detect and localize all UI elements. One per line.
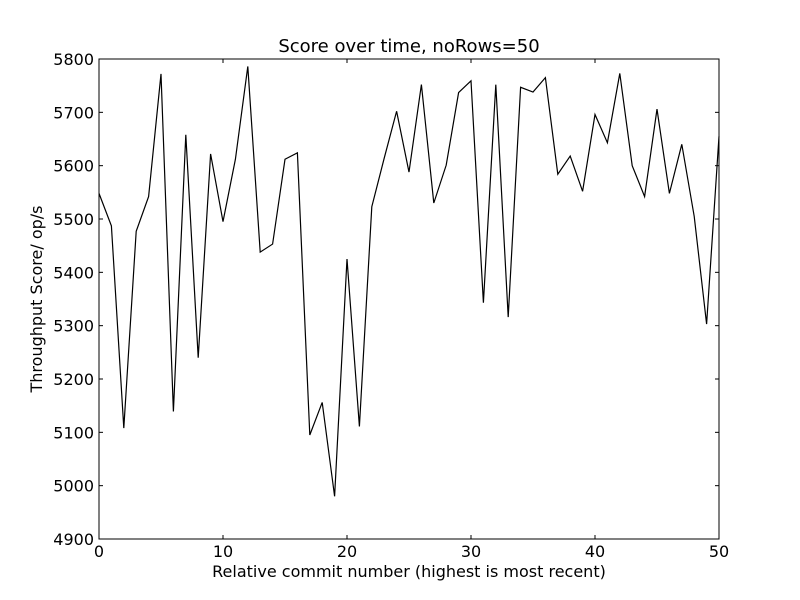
y-axis-label: Throughput Score/ op/s	[27, 206, 46, 394]
y-tick-label: 5400	[53, 263, 94, 282]
x-tick-label: 40	[585, 542, 605, 561]
y-tick-label: 5800	[53, 50, 94, 69]
x-tick-label: 20	[337, 542, 357, 561]
x-tick-label: 0	[94, 542, 104, 561]
x-tick-label: 30	[461, 542, 481, 561]
y-tick-label: 5200	[53, 370, 94, 389]
series-line	[98, 66, 720, 497]
x-axis-label: Relative commit number (highest is most …	[212, 562, 606, 581]
y-tick-label: 5600	[53, 157, 94, 176]
y-tick-label: 5500	[53, 210, 94, 229]
y-tick-label: 5300	[53, 317, 94, 336]
x-axis-ticks: 0 10 20 30 40 50	[94, 59, 729, 561]
x-tick-label: 50	[709, 542, 729, 561]
y-tick-label: 5000	[53, 477, 94, 496]
y-tick-label: 5100	[53, 423, 94, 442]
y-tick-label: 4900	[53, 530, 94, 549]
y-tick-label: 5700	[53, 103, 94, 122]
plot-area	[98, 58, 720, 540]
x-tick-label: 10	[213, 542, 233, 561]
chart-title: Score over time, noRows=50	[278, 36, 539, 57]
y-axis-ticks: 4900 5000 5100 5200 5300 5400 5500 5600 5700 5800	[53, 50, 719, 549]
